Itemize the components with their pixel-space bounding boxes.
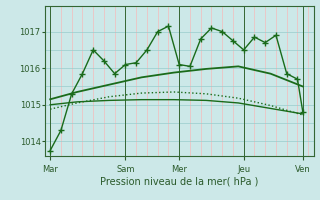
X-axis label: Pression niveau de la mer( hPa ): Pression niveau de la mer( hPa ) bbox=[100, 177, 258, 187]
